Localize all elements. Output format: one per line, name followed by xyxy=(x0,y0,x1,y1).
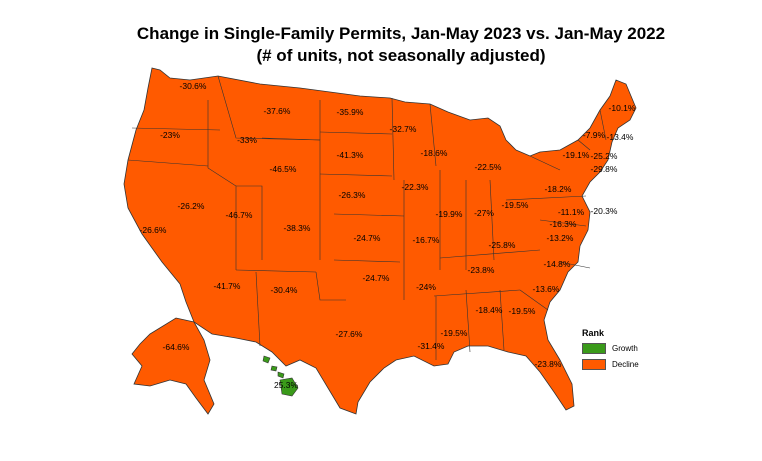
state-value-label: -10.1% xyxy=(609,103,636,113)
state-value-label: -18.4% xyxy=(476,305,503,315)
state-value-label: -14.8% xyxy=(544,259,571,269)
state-value-label: -25.8% xyxy=(489,240,516,250)
state-value-label: -13.2% xyxy=(547,233,574,243)
state-value-label: -23.8% xyxy=(535,359,562,369)
state-value-label: -11.1% xyxy=(558,207,585,217)
legend-item-decline: Decline xyxy=(582,359,639,370)
state-value-label: -19.5% xyxy=(502,200,529,210)
legend-swatch-growth xyxy=(582,343,606,354)
state-value-label: -46.5% xyxy=(270,164,297,174)
state-value-label: -35.9% xyxy=(337,107,364,117)
state-value-label: -19.5% xyxy=(509,306,536,316)
state-borders xyxy=(127,75,607,360)
state-value-label: -25.2% xyxy=(591,151,618,161)
contiguous-us-shape xyxy=(123,67,637,415)
state-value-label: -16.7% xyxy=(413,235,440,245)
state-value-label: -13.6% xyxy=(533,284,560,294)
state-value-label: -19.1% xyxy=(563,150,590,160)
state-value-label: -30.6% xyxy=(180,81,207,91)
state-value-label: -24.7% xyxy=(363,273,390,283)
state-value-label: -19.9% xyxy=(436,209,463,219)
state-value-label: -32.7% xyxy=(390,124,417,134)
state-value-label: 25.3% xyxy=(274,380,299,390)
state-value-label: -23.8% xyxy=(468,265,495,275)
state-value-label: -27% xyxy=(474,208,494,218)
state-value-label: -38.3% xyxy=(284,223,311,233)
state-value-label: -19.5% xyxy=(441,328,468,338)
state-value-label: -31.4% xyxy=(418,341,445,351)
legend-label-decline: Decline xyxy=(612,360,639,369)
map-subtitle: (# of units, not seasonally adjusted) xyxy=(256,46,546,65)
state-value-label: -46.7% xyxy=(226,210,253,220)
map-title: Change in Single-Family Permits, Jan-May… xyxy=(136,24,666,43)
state-value-label: -22.3% xyxy=(402,182,429,192)
state-value-label: -41.7% xyxy=(214,281,241,291)
state-value-label: -18.2% xyxy=(545,184,572,194)
state-value-label: -26.3% xyxy=(339,190,366,200)
hawaii-shape xyxy=(262,355,299,397)
legend-item-growth: Growth xyxy=(582,343,638,354)
state-value-label: -16.3% xyxy=(550,219,577,229)
state-value-label: -18.6% xyxy=(421,148,448,158)
alaska-shape xyxy=(131,317,215,415)
state-value-label: -13.4% xyxy=(607,132,634,142)
state-value-label: -20.3% xyxy=(591,206,618,216)
state-value-label: -7.9% xyxy=(583,130,606,140)
state-value-label: -29.8% xyxy=(591,164,618,174)
state-value-label: -24% xyxy=(416,282,436,292)
state-value-label: -64.6% xyxy=(163,342,190,352)
state-value-label: -26.6% xyxy=(140,225,167,235)
legend-title: Rank xyxy=(582,328,605,338)
state-value-label: -22.5% xyxy=(475,162,502,172)
state-value-label: -33% xyxy=(237,135,257,145)
state-value-label: -41.3% xyxy=(337,150,364,160)
state-value-label: -23% xyxy=(160,130,180,140)
legend-swatch-decline xyxy=(582,359,606,370)
legend-label-growth: Growth xyxy=(612,344,638,353)
state-value-label: -37.6% xyxy=(264,106,291,116)
state-value-label: -24.7% xyxy=(354,233,381,243)
state-value-label: -27.6% xyxy=(336,329,363,339)
state-value-label: -30.4% xyxy=(271,285,298,295)
state-value-label: -26.2% xyxy=(178,201,205,211)
